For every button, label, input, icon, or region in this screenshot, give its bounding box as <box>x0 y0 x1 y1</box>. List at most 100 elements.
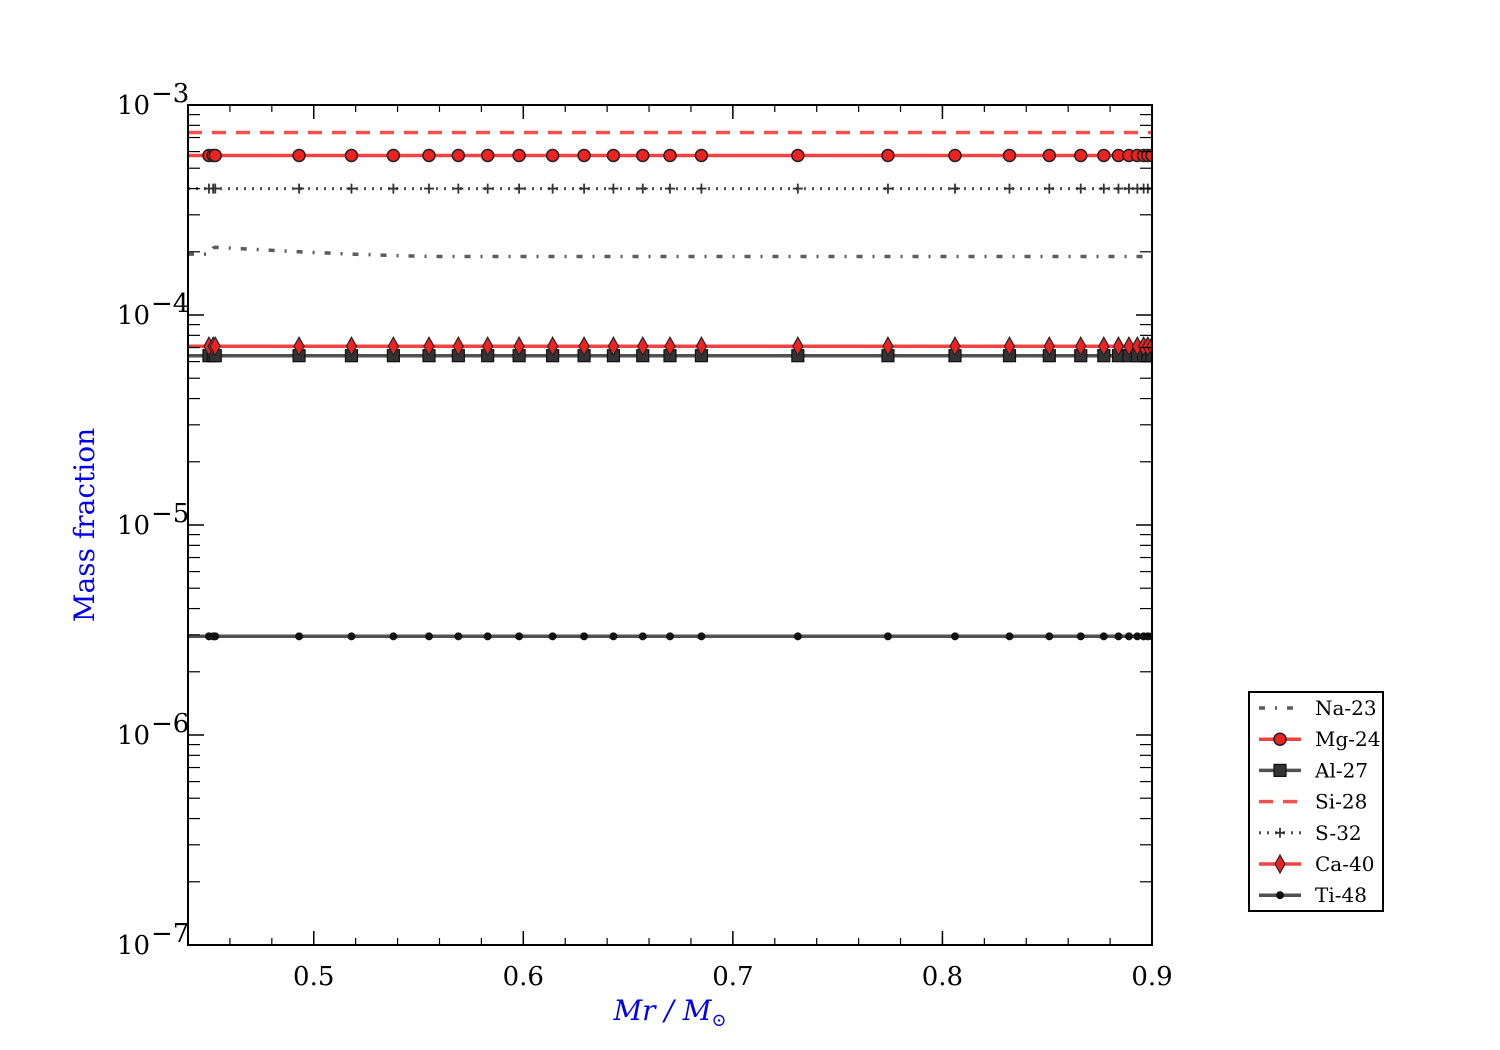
data-point-ti-48 <box>1005 632 1014 641</box>
legend: Na-23 Mg-24 Al-27 Si-28 S-32 Ca-40 Ti-48 <box>1248 691 1384 912</box>
data-point-ti-48 <box>1076 632 1085 641</box>
x-tick-label: 0.6 <box>503 962 544 992</box>
legend-marker <box>1273 732 1287 746</box>
data-point-ca-40 <box>1043 336 1055 357</box>
data-point-ca-40 <box>578 336 590 357</box>
data-point-ti-48 <box>1099 632 1108 641</box>
data-point-s-32 <box>1098 183 1109 194</box>
data-point-mg-24 <box>422 148 436 163</box>
data-point-ca-40 <box>293 336 305 357</box>
data-point-ti-48 <box>697 632 706 641</box>
legend-label: Si-28 <box>1315 790 1367 814</box>
data-point-s-32 <box>882 183 893 194</box>
legend-item-ca-40: Ca-40 <box>1259 852 1374 876</box>
data-point-ca-40 <box>792 336 804 357</box>
legend-marker <box>1273 763 1287 778</box>
legend-marker <box>1276 891 1284 900</box>
data-point-s-32 <box>346 183 357 194</box>
y-tick-label: 10 <box>117 721 150 751</box>
x-axis-label: Mr / M⊙ <box>612 994 726 1031</box>
legend-label: Ti-48 <box>1315 883 1367 907</box>
data-point-ti-48 <box>515 632 524 641</box>
data-point-mg-24 <box>881 148 895 163</box>
data-point-s-32 <box>579 183 590 194</box>
tick-labels-layer: 0.5 0.6 0.7 0.8 0.910−710−610−510−410−3 <box>117 79 1173 992</box>
data-point-mg-24 <box>386 148 401 163</box>
data-point-ca-40 <box>345 336 358 357</box>
data-point-s-32 <box>1004 183 1015 194</box>
series-s-32 <box>188 183 1152 194</box>
data-point-ca-40 <box>1123 336 1135 357</box>
y-tick-label-exponent: −7 <box>151 919 189 949</box>
data-point-s-32 <box>482 183 493 194</box>
x-tick-label: 0.9 <box>1131 962 1172 992</box>
data-point-mg-24 <box>1042 148 1057 163</box>
data-point-ca-40 <box>513 336 525 357</box>
y-axis-label: Mass fraction <box>68 428 101 622</box>
data-point-mg-24 <box>791 148 805 163</box>
data-point-ca-40 <box>209 336 221 357</box>
y-tick-label: 10 <box>117 301 150 331</box>
data-point-s-32 <box>1113 183 1124 194</box>
data-point-s-32 <box>1044 183 1055 194</box>
data-point-ca-40 <box>1003 336 1016 357</box>
data-point-ti-48 <box>1045 632 1054 641</box>
series-ti-48 <box>188 632 1152 641</box>
data-point-ca-40 <box>607 336 620 357</box>
data-point-s-32 <box>294 183 305 194</box>
data-point-ti-48 <box>666 632 674 641</box>
data-point-ca-40 <box>637 336 649 357</box>
data-point-ti-48 <box>211 632 220 641</box>
y-tick-label: 10 <box>117 91 150 121</box>
legend-label: Al-27 <box>1314 758 1368 782</box>
data-point-ca-40 <box>387 336 400 357</box>
data-point-ca-40 <box>546 336 559 357</box>
y-tick-label-exponent: −5 <box>151 499 189 529</box>
series-line-na-23 <box>188 245 1152 259</box>
data-point-ti-48 <box>483 632 492 641</box>
data-point-mg-24 <box>480 148 495 163</box>
data-point-s-32 <box>696 183 707 194</box>
legend-item-mg-24: Mg-24 <box>1259 727 1381 751</box>
data-point-ca-40 <box>1098 336 1110 357</box>
legend-label: S-32 <box>1315 821 1362 845</box>
data-point-ti-48 <box>548 632 557 641</box>
data-point-s-32 <box>608 183 619 194</box>
data-point-s-32 <box>950 183 961 194</box>
data-point-s-32 <box>210 183 221 194</box>
data-point-ti-48 <box>347 632 356 641</box>
legend-label: Mg-24 <box>1315 727 1381 751</box>
legend-item-na-23: Na-23 <box>1259 696 1377 720</box>
series-layer <box>188 130 1152 641</box>
data-point-ca-40 <box>481 336 494 357</box>
plot-frame <box>187 104 1153 946</box>
data-point-mg-24 <box>545 148 560 163</box>
legend-label: Na-23 <box>1315 696 1377 720</box>
data-point-ca-40 <box>1112 336 1125 357</box>
data-point-mg-24 <box>1002 148 1017 163</box>
y-tick-label-exponent: −4 <box>151 289 189 319</box>
y-tick-label: 10 <box>117 511 150 541</box>
data-point-ti-48 <box>883 632 892 641</box>
data-point-al-27 <box>1145 349 1152 363</box>
data-point-s-32 <box>792 183 803 194</box>
data-point-ca-40 <box>695 336 708 357</box>
y-tick-label: 10 <box>117 931 150 961</box>
data-point-mg-24 <box>948 148 962 163</box>
data-point-ti-48 <box>1114 632 1123 641</box>
data-point-s-32 <box>1075 183 1086 194</box>
legend-marker <box>1275 827 1285 838</box>
data-point-ca-40 <box>882 336 894 357</box>
data-point-ti-48 <box>425 632 433 641</box>
data-point-mg-24 <box>606 148 621 163</box>
data-point-s-32 <box>665 183 675 194</box>
data-point-s-32 <box>514 183 525 194</box>
data-point-ti-48 <box>295 632 304 641</box>
data-point-ca-40 <box>664 336 676 357</box>
data-point-ca-40 <box>452 336 465 357</box>
data-point-mg-24 <box>694 148 709 163</box>
data-point-mg-24 <box>1097 148 1111 163</box>
legend-marker <box>1274 853 1286 875</box>
data-point-ti-48 <box>793 632 802 641</box>
data-point-mg-24 <box>663 148 677 163</box>
